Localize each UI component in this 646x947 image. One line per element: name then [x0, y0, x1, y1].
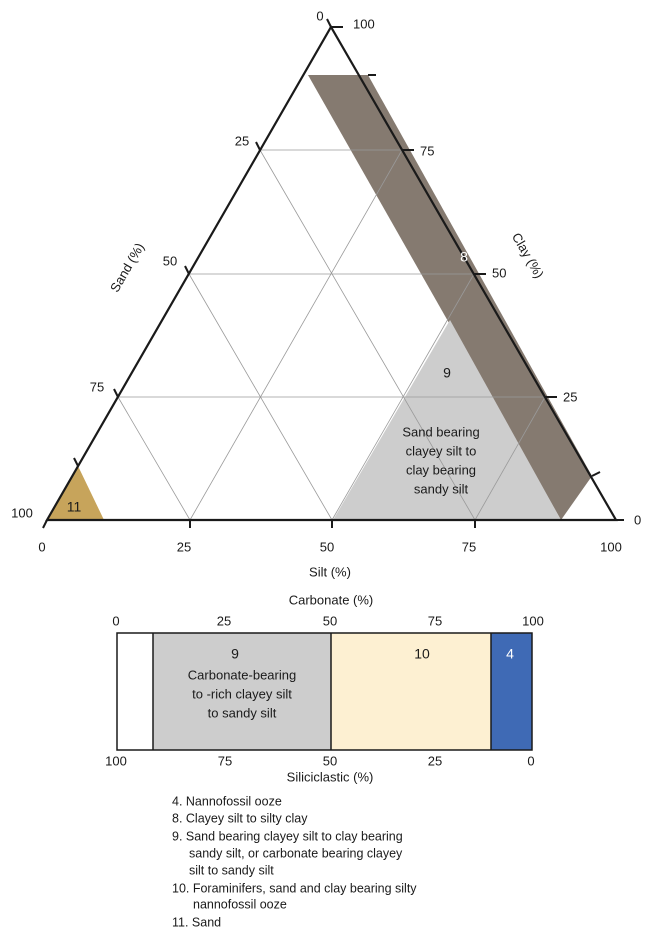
region-description: Sand bearing — [402, 424, 479, 439]
bar-segment — [153, 633, 331, 750]
region-label: 11 — [67, 499, 82, 515]
tick-label: 50 — [320, 539, 334, 554]
tick-label: 0 — [634, 512, 641, 527]
tick-label: 0 — [316, 8, 323, 23]
axis-title: Silt (%) — [309, 564, 351, 579]
segment-label: 4 — [506, 646, 514, 662]
ticks — [42, 18, 624, 529]
grid-line — [117, 396, 191, 521]
legend-item: sandy silt, or carbonate bearing clayey — [189, 846, 403, 860]
tick-label: 75 — [420, 143, 434, 158]
tick — [326, 18, 332, 28]
tick-label: 75 — [428, 613, 442, 628]
grid-line — [331, 273, 475, 521]
tick-label: 75 — [218, 753, 232, 768]
axis-title: Sand (%) — [107, 240, 147, 294]
bar-segment — [491, 633, 532, 750]
legend-item: 4. Nannofossil ooze — [172, 794, 282, 808]
tick-label: 50 — [492, 265, 506, 280]
tick — [591, 471, 601, 477]
segment-description: Carbonate-bearing — [188, 667, 296, 682]
tick-label: 25 — [428, 753, 442, 768]
grid — [117, 149, 546, 521]
bar-segment — [117, 633, 153, 750]
tick-label: 50 — [323, 753, 337, 768]
legend-item: 11. Sand — [172, 915, 221, 929]
region-8 — [308, 75, 592, 520]
tick-label: 50 — [323, 613, 337, 628]
legend-item: 10. Foraminifers, sand and clay bearing … — [172, 881, 417, 895]
grid-line — [259, 149, 476, 521]
segment-description: to -rich clayey silt — [192, 686, 292, 701]
region-label: 9 — [443, 365, 451, 381]
tick-label: 25 — [563, 389, 577, 404]
bar-title: Carbonate (%) — [289, 592, 374, 607]
segment-label: 10 — [414, 646, 430, 662]
tick-label: 50 — [163, 253, 177, 268]
tick-label: 100 — [105, 753, 127, 768]
region-description: clayey silt to — [406, 443, 477, 458]
legend-item: 9. Sand bearing clayey silt to clay bear… — [172, 829, 403, 843]
bar-outline — [116, 632, 533, 751]
tick-label: 25 — [177, 539, 191, 554]
tick-label: 100 — [600, 539, 622, 554]
segment-description: to sandy silt — [208, 705, 277, 720]
tick-label: 75 — [90, 379, 104, 394]
grid-line — [189, 149, 403, 521]
tick-label: 25 — [235, 133, 249, 148]
region-description: clay bearing — [406, 462, 476, 477]
tick-label: 100 — [11, 505, 33, 520]
tick — [73, 457, 79, 467]
grid-line — [474, 396, 546, 521]
tick-label: 0 — [38, 539, 45, 554]
region-11 — [47, 466, 104, 520]
tick-label: 0 — [527, 753, 534, 768]
tick — [255, 141, 261, 151]
tick-label: 100 — [522, 613, 544, 628]
tick — [113, 388, 119, 398]
legend-item: nannofossil ooze — [193, 897, 287, 911]
tick-label: 75 — [462, 539, 476, 554]
region-description: sandy silt — [414, 481, 469, 496]
region-9 — [333, 320, 561, 520]
tick-label: 0 — [112, 613, 119, 628]
legend-item: silt to sandy silt — [189, 863, 274, 877]
axis-title: Clay (%) — [509, 230, 547, 281]
tick-label: 100 — [353, 16, 375, 31]
segment-label: 9 — [231, 646, 239, 662]
legend-item: 8. Clayey silt to silty clay — [172, 811, 308, 825]
tick — [42, 519, 48, 529]
tick-label: 25 — [217, 613, 231, 628]
tick — [184, 265, 190, 275]
bar-title: Siliciclastic (%) — [287, 769, 374, 784]
region-label: 8 — [460, 249, 468, 265]
bar-segment — [331, 633, 491, 750]
